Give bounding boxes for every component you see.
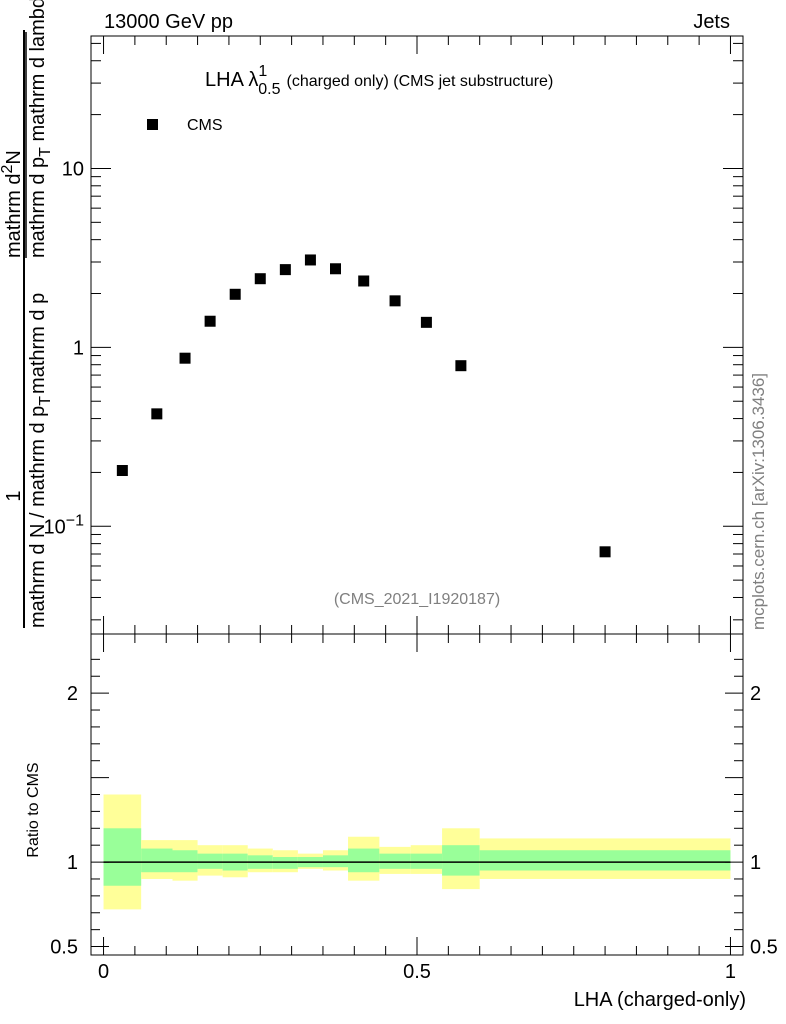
plot-title-rest: (charged only) (CMS jet substructure) xyxy=(287,73,554,90)
band-inner-bin xyxy=(172,850,198,873)
cms-data-point xyxy=(358,275,370,287)
header-left: 13000 GeV pp xyxy=(104,11,233,33)
main-y-tick-label: 10 xyxy=(62,158,84,180)
band-inner-bin xyxy=(103,828,142,886)
main-ylabel: 1 mathrm d N / mathrm d pTmathrm d p mat… xyxy=(0,0,54,628)
ylabel-numerator-one: 1 xyxy=(3,490,25,501)
x-tick-label: 1 xyxy=(725,961,736,983)
main-y-tick-label: 10−1 xyxy=(44,512,85,538)
plot-title: LHA λ1 0.5 (charged only) (CMS jet substru… xyxy=(205,63,553,98)
band-inner-bin xyxy=(348,848,380,873)
ratio-y-tick-label-left: 0.5 xyxy=(50,937,78,959)
header-right: Jets xyxy=(693,11,730,33)
ratio-y-tick-label-right: 1 xyxy=(750,852,761,874)
ratio-y-tick-label-left: 1 xyxy=(67,852,78,874)
legend-marker-cms xyxy=(147,119,158,130)
band-inner-bin xyxy=(379,853,411,869)
ratio-y-tick-label-left: 2 xyxy=(67,683,78,705)
cms-data-point xyxy=(455,360,467,372)
legend-label-cms: CMS xyxy=(187,117,223,134)
x-axis-label: LHA (charged-only) xyxy=(574,989,746,1011)
cms-data-point xyxy=(254,273,266,285)
ylabel-denominator: mathrm d N / mathrm d pTmathrm d p xyxy=(27,293,54,628)
ylabel-inner-denominator: mathrm d pT mathrm d lambda xyxy=(27,0,54,258)
cms-data-point xyxy=(389,295,401,307)
band-inner-bin xyxy=(442,845,480,876)
band-inner-bin xyxy=(272,857,298,869)
band-inner-bin xyxy=(197,853,223,869)
analysis-watermark: (CMS_2021_I1920187) xyxy=(334,591,500,608)
cms-data-point xyxy=(420,316,432,328)
ratio-y-tick-label-right: 2 xyxy=(750,683,761,705)
plot-title-main: LHA λ xyxy=(205,69,258,91)
cms-data-point xyxy=(179,352,191,364)
cms-data-point xyxy=(279,264,291,276)
band-inner-bin xyxy=(141,848,173,873)
x-tick-label: 0 xyxy=(98,961,109,983)
ylabel-inner-numerator: mathrm d2N xyxy=(0,150,25,258)
cms-data-point xyxy=(304,254,316,266)
main-y-tick-label: 1 xyxy=(73,337,84,359)
cms-data-point xyxy=(116,465,128,477)
side-label: mcplots.cern.ch [arXiv:1306.3436] xyxy=(749,373,768,630)
band-inner-bin xyxy=(410,853,443,869)
cms-data-point xyxy=(204,315,216,327)
ratio-y-tick-label-right: 0.5 xyxy=(750,937,778,959)
ratio-ylabel: Ratio to CMS xyxy=(25,762,42,857)
plot-title-sup: 1 xyxy=(258,63,267,80)
cms-data-point xyxy=(229,288,241,300)
band-inner-bin xyxy=(322,855,349,868)
x-tick-label: 0.5 xyxy=(403,961,431,983)
plot-title-sub: 0.5 xyxy=(258,81,280,98)
band-inner-bin xyxy=(479,850,731,871)
ratio-frame xyxy=(90,633,744,956)
cms-data-point xyxy=(151,408,163,420)
cms-data-point xyxy=(330,263,341,275)
cms-data-point xyxy=(599,546,611,558)
ratio-panel: 0 0.5 1 0.5 0.5 1 1 2 2 xyxy=(50,633,778,983)
